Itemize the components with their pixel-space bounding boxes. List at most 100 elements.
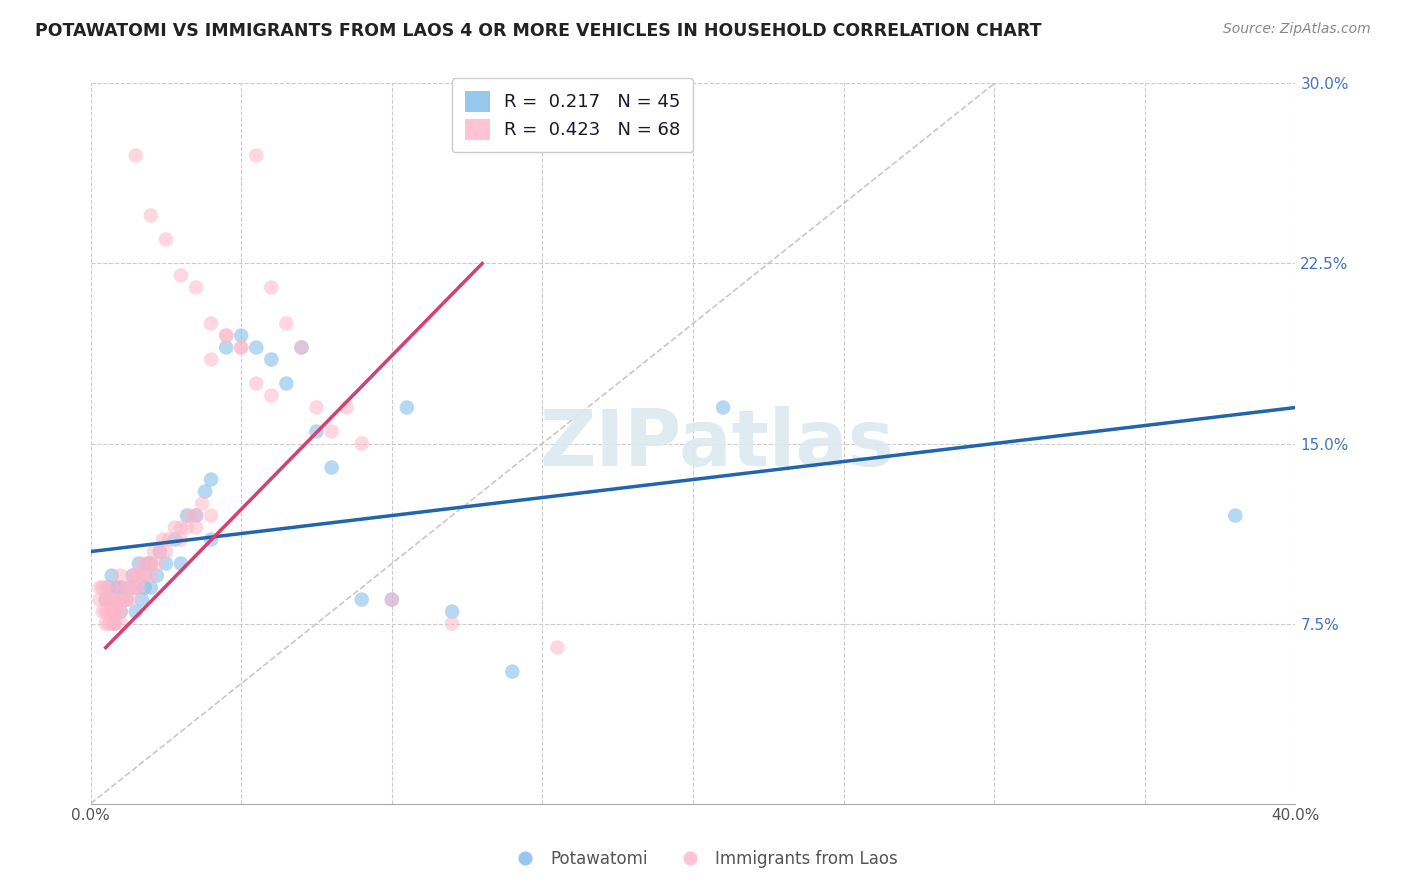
Point xyxy=(128,557,150,571)
Point xyxy=(395,401,418,415)
Point xyxy=(100,592,122,607)
Point xyxy=(215,328,238,343)
Point xyxy=(100,581,122,595)
Point xyxy=(260,352,283,367)
Point xyxy=(170,268,193,283)
Point xyxy=(118,581,141,595)
Point xyxy=(118,592,141,607)
Point xyxy=(711,401,734,415)
Point xyxy=(136,557,159,571)
Point xyxy=(350,592,373,607)
Point xyxy=(97,581,120,595)
Point xyxy=(149,544,172,558)
Point xyxy=(104,592,127,607)
Point xyxy=(89,592,111,607)
Point xyxy=(110,616,132,631)
Point xyxy=(94,616,117,631)
Point xyxy=(121,568,143,582)
Point xyxy=(184,520,207,534)
Point xyxy=(97,616,120,631)
Point xyxy=(157,533,180,547)
Point xyxy=(110,581,132,595)
Point xyxy=(100,616,122,631)
Point xyxy=(136,557,159,571)
Point xyxy=(547,640,569,655)
Point xyxy=(441,616,464,631)
Point xyxy=(110,605,132,619)
Point xyxy=(149,544,172,558)
Text: Source: ZipAtlas.com: Source: ZipAtlas.com xyxy=(1223,22,1371,37)
Point xyxy=(176,520,198,534)
Point xyxy=(1225,508,1247,523)
Point xyxy=(155,232,177,246)
Point xyxy=(290,341,312,355)
Point xyxy=(381,592,404,607)
Point xyxy=(125,605,148,619)
Point xyxy=(163,533,186,547)
Point xyxy=(305,401,328,415)
Point xyxy=(152,533,174,547)
Point xyxy=(321,425,343,439)
Point xyxy=(94,605,117,619)
Point xyxy=(260,280,283,294)
Point xyxy=(91,581,114,595)
Point xyxy=(245,148,267,162)
Point xyxy=(100,568,122,582)
Point xyxy=(91,605,114,619)
Point xyxy=(245,341,267,355)
Point xyxy=(97,605,120,619)
Legend: Potawatomi, Immigrants from Laos: Potawatomi, Immigrants from Laos xyxy=(502,844,904,875)
Point xyxy=(441,605,464,619)
Point xyxy=(125,148,148,162)
Point xyxy=(134,568,156,582)
Point xyxy=(231,328,253,343)
Point xyxy=(134,581,156,595)
Legend: R =  0.217   N = 45, R =  0.423   N = 68: R = 0.217 N = 45, R = 0.423 N = 68 xyxy=(451,78,693,153)
Point xyxy=(231,341,253,355)
Point xyxy=(112,592,135,607)
Point xyxy=(125,568,148,582)
Point xyxy=(89,581,111,595)
Point xyxy=(170,520,193,534)
Point xyxy=(215,341,238,355)
Point xyxy=(139,209,162,223)
Point xyxy=(245,376,267,391)
Point xyxy=(200,352,222,367)
Point xyxy=(104,616,127,631)
Point xyxy=(139,568,162,582)
Point xyxy=(115,592,138,607)
Point xyxy=(110,581,132,595)
Point xyxy=(131,557,153,571)
Point xyxy=(104,616,127,631)
Point xyxy=(155,557,177,571)
Point xyxy=(118,581,141,595)
Text: POTAWATOMI VS IMMIGRANTS FROM LAOS 4 OR MORE VEHICLES IN HOUSEHOLD CORRELATION C: POTAWATOMI VS IMMIGRANTS FROM LAOS 4 OR … xyxy=(35,22,1042,40)
Point xyxy=(128,568,150,582)
Point xyxy=(163,520,186,534)
Point xyxy=(146,568,169,582)
Point xyxy=(200,533,222,547)
Point xyxy=(128,581,150,595)
Point xyxy=(110,605,132,619)
Point xyxy=(131,592,153,607)
Point xyxy=(194,484,217,499)
Point xyxy=(191,497,214,511)
Point xyxy=(110,568,132,582)
Point xyxy=(121,568,143,582)
Point xyxy=(94,592,117,607)
Point xyxy=(184,508,207,523)
Point xyxy=(321,460,343,475)
Point xyxy=(104,592,127,607)
Point xyxy=(170,533,193,547)
Point xyxy=(179,508,201,523)
Point xyxy=(94,581,117,595)
Point xyxy=(94,592,117,607)
Point xyxy=(97,592,120,607)
Point xyxy=(155,544,177,558)
Point xyxy=(501,665,523,679)
Point xyxy=(350,436,373,450)
Point xyxy=(139,581,162,595)
Point xyxy=(184,508,207,523)
Point xyxy=(200,508,222,523)
Point xyxy=(107,605,129,619)
